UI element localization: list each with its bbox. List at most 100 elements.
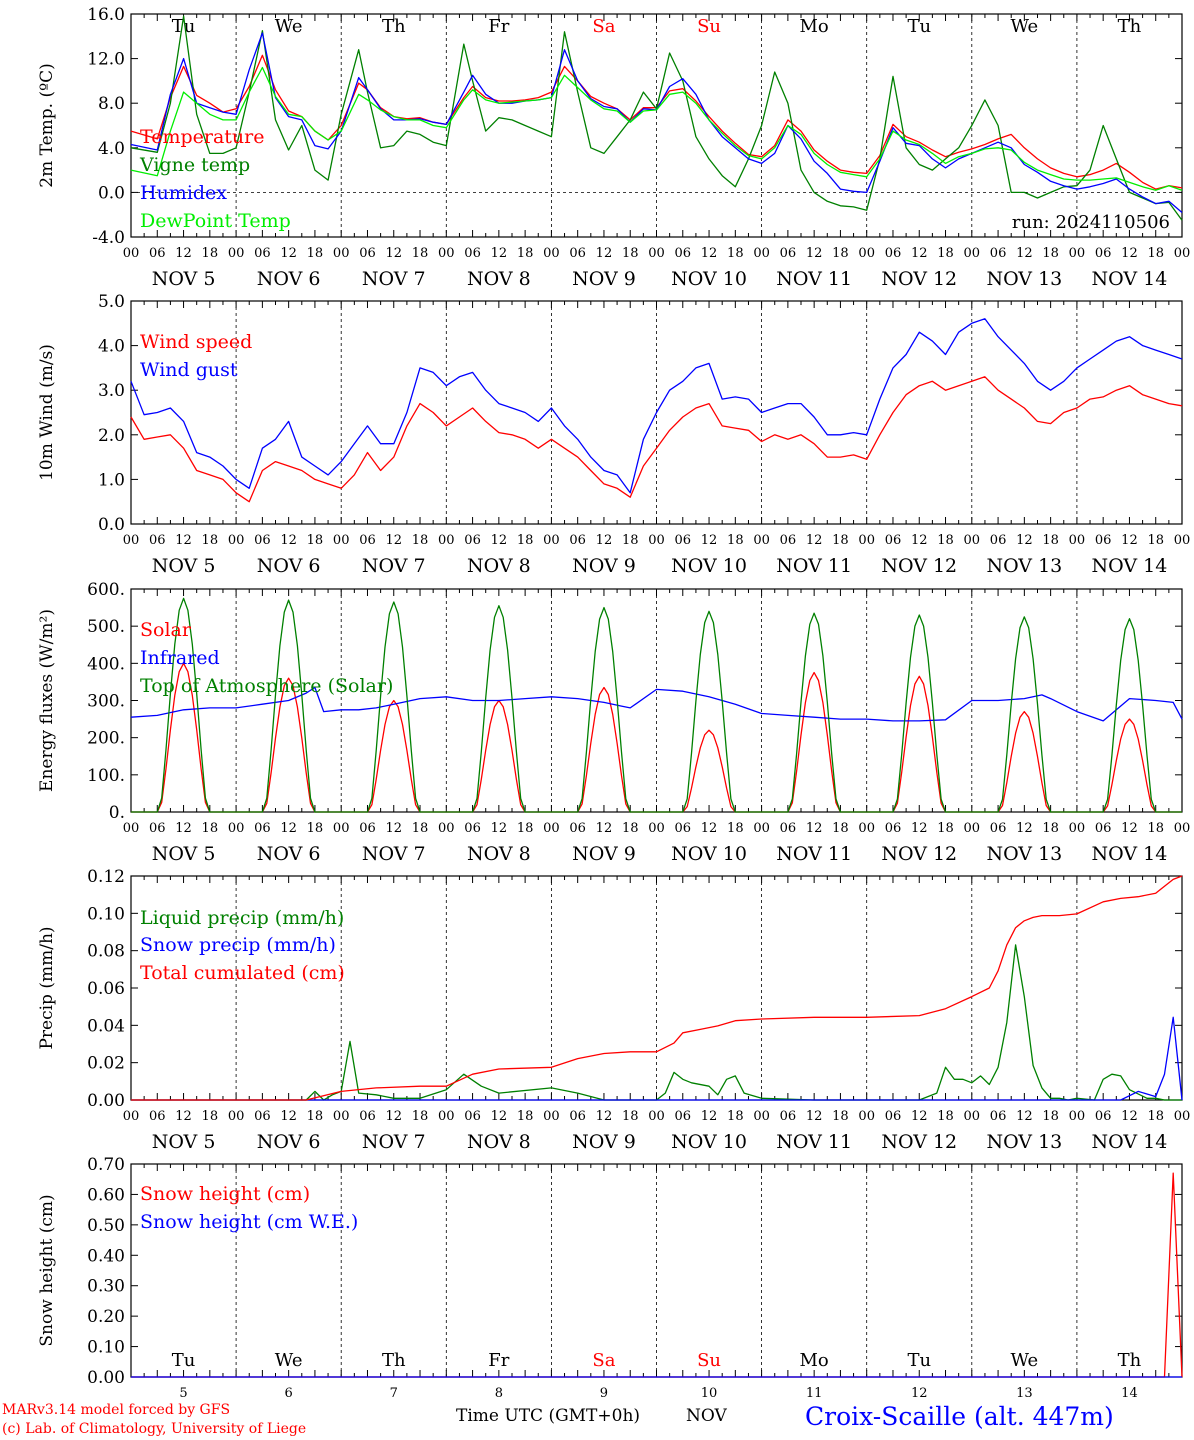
hour-tick-label: 18: [832, 821, 849, 836]
hour-tick-label: 06: [254, 821, 271, 836]
hour-tick-label: 00: [648, 1109, 665, 1124]
y-tick-label: 0.0: [98, 183, 125, 203]
x-axis-title: Time UTC (GMT+0h): [456, 1406, 641, 1426]
hour-tick-label: 06: [990, 821, 1007, 836]
hour-tick-label: 12: [596, 533, 613, 548]
hour-tick-label: 06: [990, 533, 1007, 548]
hour-tick-label: 18: [1147, 246, 1164, 261]
date-label: NOV 13: [986, 268, 1062, 290]
hour-tick-label: 06: [780, 1109, 797, 1124]
date-label: NOV 8: [467, 268, 531, 290]
hour-tick-label: 18: [202, 821, 219, 836]
weekday-label: Tu: [907, 1350, 931, 1371]
station-title: Croix-Scaille (alt. 447m): [805, 1402, 1114, 1431]
hour-tick-label: 18: [307, 1109, 324, 1124]
run-label: run: 2024110506: [1012, 212, 1170, 233]
legend-label: Snow precip (mm/h): [140, 934, 336, 956]
hour-tick-label: 12: [385, 821, 402, 836]
hour-tick-label: 18: [517, 821, 534, 836]
plot-frame: [130, 13, 1183, 238]
hour-tick-label: 18: [937, 246, 954, 261]
weekday-label: Su: [697, 16, 721, 37]
hour-tick-label: 00: [1069, 246, 1086, 261]
legend-label: Humidex: [140, 182, 227, 204]
y-tick-label: 0.: [109, 803, 125, 823]
y-tick-label: 600.: [87, 580, 125, 600]
hour-tick-label: 12: [1016, 533, 1033, 548]
y-tick-label: 0.08: [87, 942, 125, 962]
hour-tick-label: 18: [1042, 821, 1059, 836]
hour-tick-label: 18: [1147, 1109, 1164, 1124]
weekday-label: We: [275, 1350, 303, 1371]
hour-tick-label: 12: [280, 1109, 297, 1124]
legend-label: Temperature: [140, 126, 264, 148]
hour-tick-label: 00: [753, 1109, 770, 1124]
hour-tick-label: 18: [307, 533, 324, 548]
panel-2: 0.0 1.0 2.0 3.0 4.0 5.0 10m Wind (m/s) 00 06 12 18…: [37, 292, 1190, 577]
date-label: NOV 12: [881, 843, 957, 865]
date-label: NOV 9: [572, 268, 636, 290]
hour-tick-label: 06: [780, 821, 797, 836]
hour-tick-label: 06: [149, 533, 166, 548]
y-tick-label: 0.04: [87, 1016, 125, 1036]
y-axis-title: 2m Temp. (ºC): [37, 63, 57, 188]
date-label: NOV 5: [152, 843, 216, 865]
day-number-label: 14: [1121, 1386, 1138, 1401]
hour-tick-label: 12: [385, 1109, 402, 1124]
hour-tick-label: 06: [1095, 1109, 1112, 1124]
hour-tick-label: 18: [622, 533, 639, 548]
hour-tick-label: 12: [280, 821, 297, 836]
hour-tick-label: 12: [806, 246, 823, 261]
hour-tick-label: 06: [149, 1109, 166, 1124]
hour-tick-label: 00: [1069, 533, 1086, 548]
legend-label: Top of Atmosphere (Solar): [140, 675, 393, 697]
hour-tick-label: 12: [280, 246, 297, 261]
y-tick-label: 1.0: [98, 470, 125, 490]
date-label: NOV 12: [881, 1131, 957, 1153]
hour-tick-label: 00: [1069, 1109, 1086, 1124]
hour-tick-label: 12: [491, 821, 508, 836]
series-line-dewpoint-temp: [130, 66, 1183, 191]
y-tick-label: 0.06: [87, 979, 125, 999]
hour-tick-label: 00: [753, 533, 770, 548]
legend-label: Vigne temp: [139, 154, 250, 176]
hour-tick-label: 00: [648, 246, 665, 261]
hour-tick-label: 12: [701, 821, 718, 836]
date-label: NOV 5: [152, 555, 216, 577]
hour-tick-label: 06: [149, 246, 166, 261]
hour-tick-label: 18: [202, 533, 219, 548]
y-tick-label: 0.60: [87, 1185, 125, 1205]
hour-tick-label: 06: [1095, 533, 1112, 548]
weekday-label: Th: [382, 16, 406, 37]
weekday-label: We: [1011, 1350, 1039, 1371]
weekday-label: Sa: [592, 16, 615, 37]
date-label: NOV 14: [1092, 1131, 1168, 1153]
hour-tick-label: 12: [596, 821, 613, 836]
date-label: NOV 5: [152, 268, 216, 290]
hour-tick-label: 18: [412, 533, 429, 548]
series-line-wind-speed: [130, 376, 1183, 503]
y-tick-label: 0.10: [87, 904, 125, 924]
hour-tick-label: 12: [491, 533, 508, 548]
hour-tick-label: 00: [438, 246, 455, 261]
hour-tick-label: 18: [622, 821, 639, 836]
hour-tick-label: 12: [385, 246, 402, 261]
hour-tick-label: 12: [596, 1109, 613, 1124]
date-label: NOV 11: [776, 843, 852, 865]
legend-label: Liquid precip (mm/h): [140, 907, 344, 929]
y-tick-label: 4.0: [98, 139, 125, 159]
hour-tick-label: 18: [517, 1109, 534, 1124]
date-label: NOV 11: [776, 555, 852, 577]
weekday-label: Mo: [800, 16, 829, 37]
hour-tick-label: 00: [964, 1109, 981, 1124]
y-tick-label: 0.70: [87, 1155, 125, 1175]
legend-label: Wind gust: [140, 359, 238, 381]
weekday-label: Fr: [488, 1350, 509, 1371]
day-number-label: 13: [1016, 1386, 1033, 1401]
hour-tick-label: 12: [701, 533, 718, 548]
date-label: NOV 9: [572, 555, 636, 577]
hour-tick-label: 06: [464, 533, 481, 548]
hour-tick-label: 00: [1174, 821, 1191, 836]
hour-tick-label: 06: [990, 1109, 1007, 1124]
